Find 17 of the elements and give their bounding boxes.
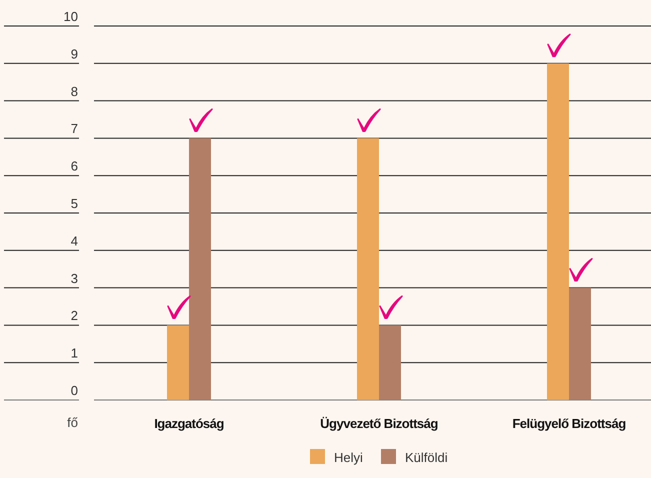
y-tick-label: 10	[64, 9, 78, 24]
y-tick-label: 1	[70, 346, 78, 361]
x-tick-label: Felügyelő Bizottság	[512, 416, 626, 431]
y-tick-label: 2	[70, 308, 78, 324]
x-tick-label: Igazgatóság	[154, 416, 224, 431]
y-tick-label: 7	[70, 121, 78, 136]
y-tick-label: 9	[70, 46, 78, 62]
y-tick-label: 4	[70, 233, 78, 248]
y-tick-label: 0	[70, 383, 78, 398]
y-tick-label: 6	[70, 158, 78, 174]
legend-label: Külföldi	[405, 450, 448, 465]
x-tick-label: Ügyvezető Bizottság	[320, 416, 438, 431]
y-tick-label: 8	[70, 84, 78, 99]
y-axis-title: fő	[67, 415, 78, 430]
y-tick-label: 3	[70, 270, 78, 286]
y-tick-label: 5	[70, 196, 78, 211]
legend-label: Helyi	[334, 450, 364, 465]
